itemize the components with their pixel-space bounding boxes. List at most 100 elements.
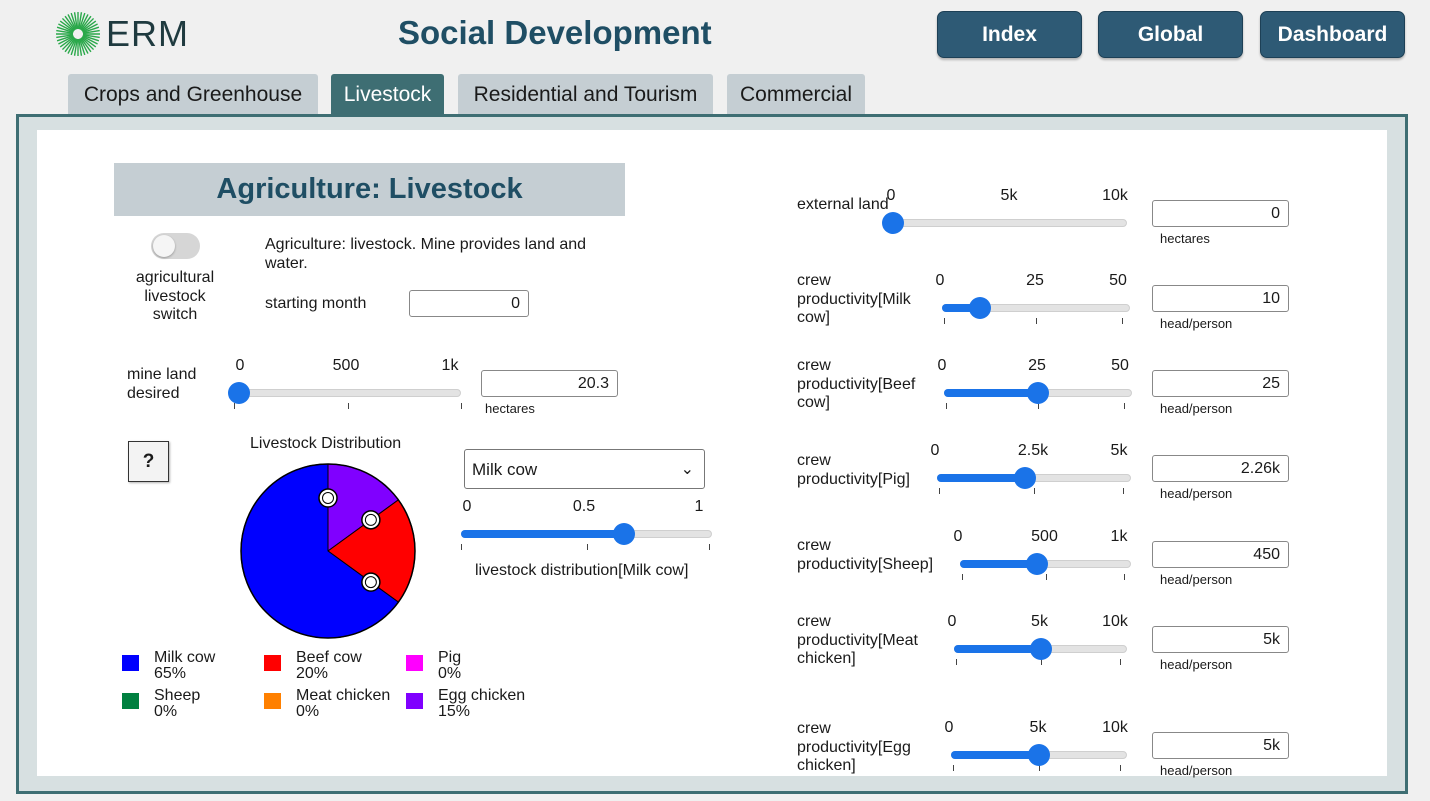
pie-handle[interactable] bbox=[318, 488, 338, 508]
legend-name: Egg chicken bbox=[438, 687, 526, 704]
slider-thumb[interactable] bbox=[1027, 382, 1049, 404]
crew-productivity-milk-cow-tick: 0 bbox=[935, 272, 945, 289]
crew-productivity-meat-chicken-unit: head/person bbox=[1160, 657, 1233, 672]
crew-productivity-sheep-unit: head/person bbox=[1160, 572, 1233, 587]
pie-handle[interactable] bbox=[361, 510, 381, 530]
crew-productivity-sheep-tick: 1k bbox=[1110, 528, 1128, 545]
chevron-down-icon: ⌄ bbox=[680, 461, 694, 478]
crew-productivity-pig-label: crew productivity[Pig] bbox=[797, 452, 910, 488]
crew-productivity-egg-chicken-slider[interactable] bbox=[951, 742, 1127, 772]
pie-handle[interactable] bbox=[361, 572, 381, 592]
crew-productivity-meat-chicken-tick: 10k bbox=[1102, 613, 1128, 630]
legend-swatch bbox=[406, 693, 423, 709]
mine-land-tick-min: 0 bbox=[235, 357, 245, 374]
livestock-distribution-pie[interactable] bbox=[238, 461, 418, 641]
livestock-distribution-slider[interactable] bbox=[461, 521, 712, 551]
slider-tick bbox=[709, 544, 711, 550]
slider-thumb[interactable] bbox=[1029, 638, 1052, 660]
tab-commercial[interactable]: Commercial bbox=[727, 74, 865, 116]
crew-productivity-beef-cow-input[interactable] bbox=[1152, 370, 1289, 397]
slider-fill bbox=[960, 560, 1037, 568]
slider-track bbox=[893, 219, 1127, 227]
slider-tick bbox=[1040, 659, 1042, 665]
slider-tick bbox=[1124, 574, 1126, 580]
slider-thumb[interactable] bbox=[613, 523, 636, 545]
slider-tick bbox=[1119, 765, 1121, 771]
slider-fill bbox=[951, 751, 1039, 759]
crew-productivity-pig-input[interactable] bbox=[1152, 455, 1289, 482]
slider-tick bbox=[586, 544, 588, 550]
crew-productivity-milk-cow-unit: head/person bbox=[1160, 316, 1233, 331]
crew-productivity-beef-cow-slider[interactable] bbox=[944, 380, 1132, 410]
mine-land-input[interactable] bbox=[481, 370, 618, 397]
slider-thumb[interactable] bbox=[227, 382, 250, 404]
legend-swatch bbox=[122, 693, 139, 709]
slider-thumb[interactable] bbox=[1013, 467, 1036, 489]
pie-handle-ring bbox=[322, 492, 334, 504]
slider-thumb[interactable] bbox=[882, 212, 904, 234]
slider-tick bbox=[347, 403, 349, 409]
logo-text: ERM bbox=[106, 13, 189, 54]
crew-productivity-meat-chicken-slider[interactable] bbox=[954, 636, 1127, 666]
content-panel bbox=[37, 130, 1387, 776]
crew-productivity-meat-chicken-tick: 0 bbox=[947, 613, 957, 630]
distribution-label: livestock distribution[Milk cow] bbox=[475, 562, 689, 579]
pie-handle-ring bbox=[364, 513, 377, 526]
external-land-unit: hectares bbox=[1160, 231, 1210, 246]
slider-thumb[interactable] bbox=[1028, 744, 1050, 766]
crew-productivity-meat-chicken-input[interactable] bbox=[1152, 626, 1289, 653]
crew-productivity-egg-chicken-tick: 0 bbox=[944, 719, 954, 736]
global-button[interactable]: Global bbox=[1098, 11, 1243, 58]
description-text: Agriculture: livestock. Mine provides la… bbox=[265, 236, 587, 272]
external-land-slider[interactable] bbox=[882, 210, 1127, 240]
slider-tick bbox=[1120, 659, 1122, 665]
crew-productivity-sheep-slider[interactable] bbox=[960, 551, 1131, 581]
slider-tick bbox=[1045, 574, 1047, 580]
crew-productivity-sheep-tick: 500 bbox=[1031, 528, 1058, 545]
crew-productivity-pig-tick: 2.5k bbox=[1017, 442, 1049, 459]
crew-productivity-beef-cow-unit: head/person bbox=[1160, 401, 1233, 416]
crew-productivity-meat-chicken-tick: 5k bbox=[1031, 613, 1048, 630]
livestock-type-select[interactable]: Milk cow ⌄ bbox=[464, 449, 705, 489]
slider-tick bbox=[955, 659, 957, 665]
legend-name: Beef cow bbox=[296, 649, 362, 666]
slider-tick bbox=[945, 403, 947, 409]
mine-land-slider[interactable] bbox=[227, 380, 462, 410]
slider-tick bbox=[938, 488, 940, 494]
crew-productivity-milk-cow-input[interactable] bbox=[1152, 285, 1289, 312]
slider-tick bbox=[1034, 488, 1035, 494]
legend-percent: 20% bbox=[296, 665, 329, 682]
crew-productivity-beef-cow-tick: 0 bbox=[937, 357, 947, 374]
section-title: Agriculture: Livestock bbox=[114, 163, 625, 216]
crew-productivity-milk-cow-slider[interactable] bbox=[942, 295, 1130, 325]
tab-residential-and-tourism[interactable]: Residential and Tourism bbox=[458, 74, 713, 116]
crew-productivity-egg-chicken-input[interactable] bbox=[1152, 732, 1289, 759]
legend-swatch bbox=[264, 693, 281, 709]
crew-productivity-pig-unit: head/person bbox=[1160, 486, 1233, 501]
starting-month-input[interactable] bbox=[409, 290, 529, 317]
slider-thumb[interactable] bbox=[968, 297, 991, 319]
crew-productivity-sheep-input[interactable] bbox=[1152, 541, 1289, 568]
help-button[interactable]: ? bbox=[128, 441, 169, 482]
crew-productivity-egg-chicken-tick: 10k bbox=[1102, 719, 1128, 736]
external-land-tick: 10k bbox=[1102, 187, 1128, 204]
crew-productivity-beef-cow-tick: 25 bbox=[1028, 357, 1046, 374]
tab-crops-and-greenhouse[interactable]: Crops and Greenhouse bbox=[68, 74, 318, 116]
crew-productivity-beef-cow-label: crew productivity[Beef cow] bbox=[797, 357, 916, 411]
mine-land-unit: hectares bbox=[485, 401, 535, 416]
slider-tick bbox=[961, 574, 963, 580]
crew-productivity-pig-tick: 5k bbox=[1110, 442, 1128, 459]
slider-tick bbox=[1124, 403, 1126, 409]
slider-tick bbox=[943, 318, 945, 324]
crew-productivity-pig-slider[interactable] bbox=[937, 465, 1131, 495]
slider-thumb[interactable] bbox=[1025, 553, 1048, 575]
agricultural-livestock-switch[interactable] bbox=[151, 233, 200, 259]
crew-productivity-beef-cow-tick: 50 bbox=[1111, 357, 1129, 374]
index-button[interactable]: Index bbox=[937, 11, 1082, 58]
pie-outline bbox=[240, 463, 416, 639]
external-land-label: external land bbox=[797, 196, 889, 213]
tab-livestock[interactable]: Livestock bbox=[331, 74, 444, 116]
dashboard-button[interactable]: Dashboard bbox=[1260, 11, 1405, 58]
livestock-type-selected: Milk cow bbox=[472, 460, 538, 479]
external-land-input[interactable] bbox=[1152, 200, 1289, 227]
